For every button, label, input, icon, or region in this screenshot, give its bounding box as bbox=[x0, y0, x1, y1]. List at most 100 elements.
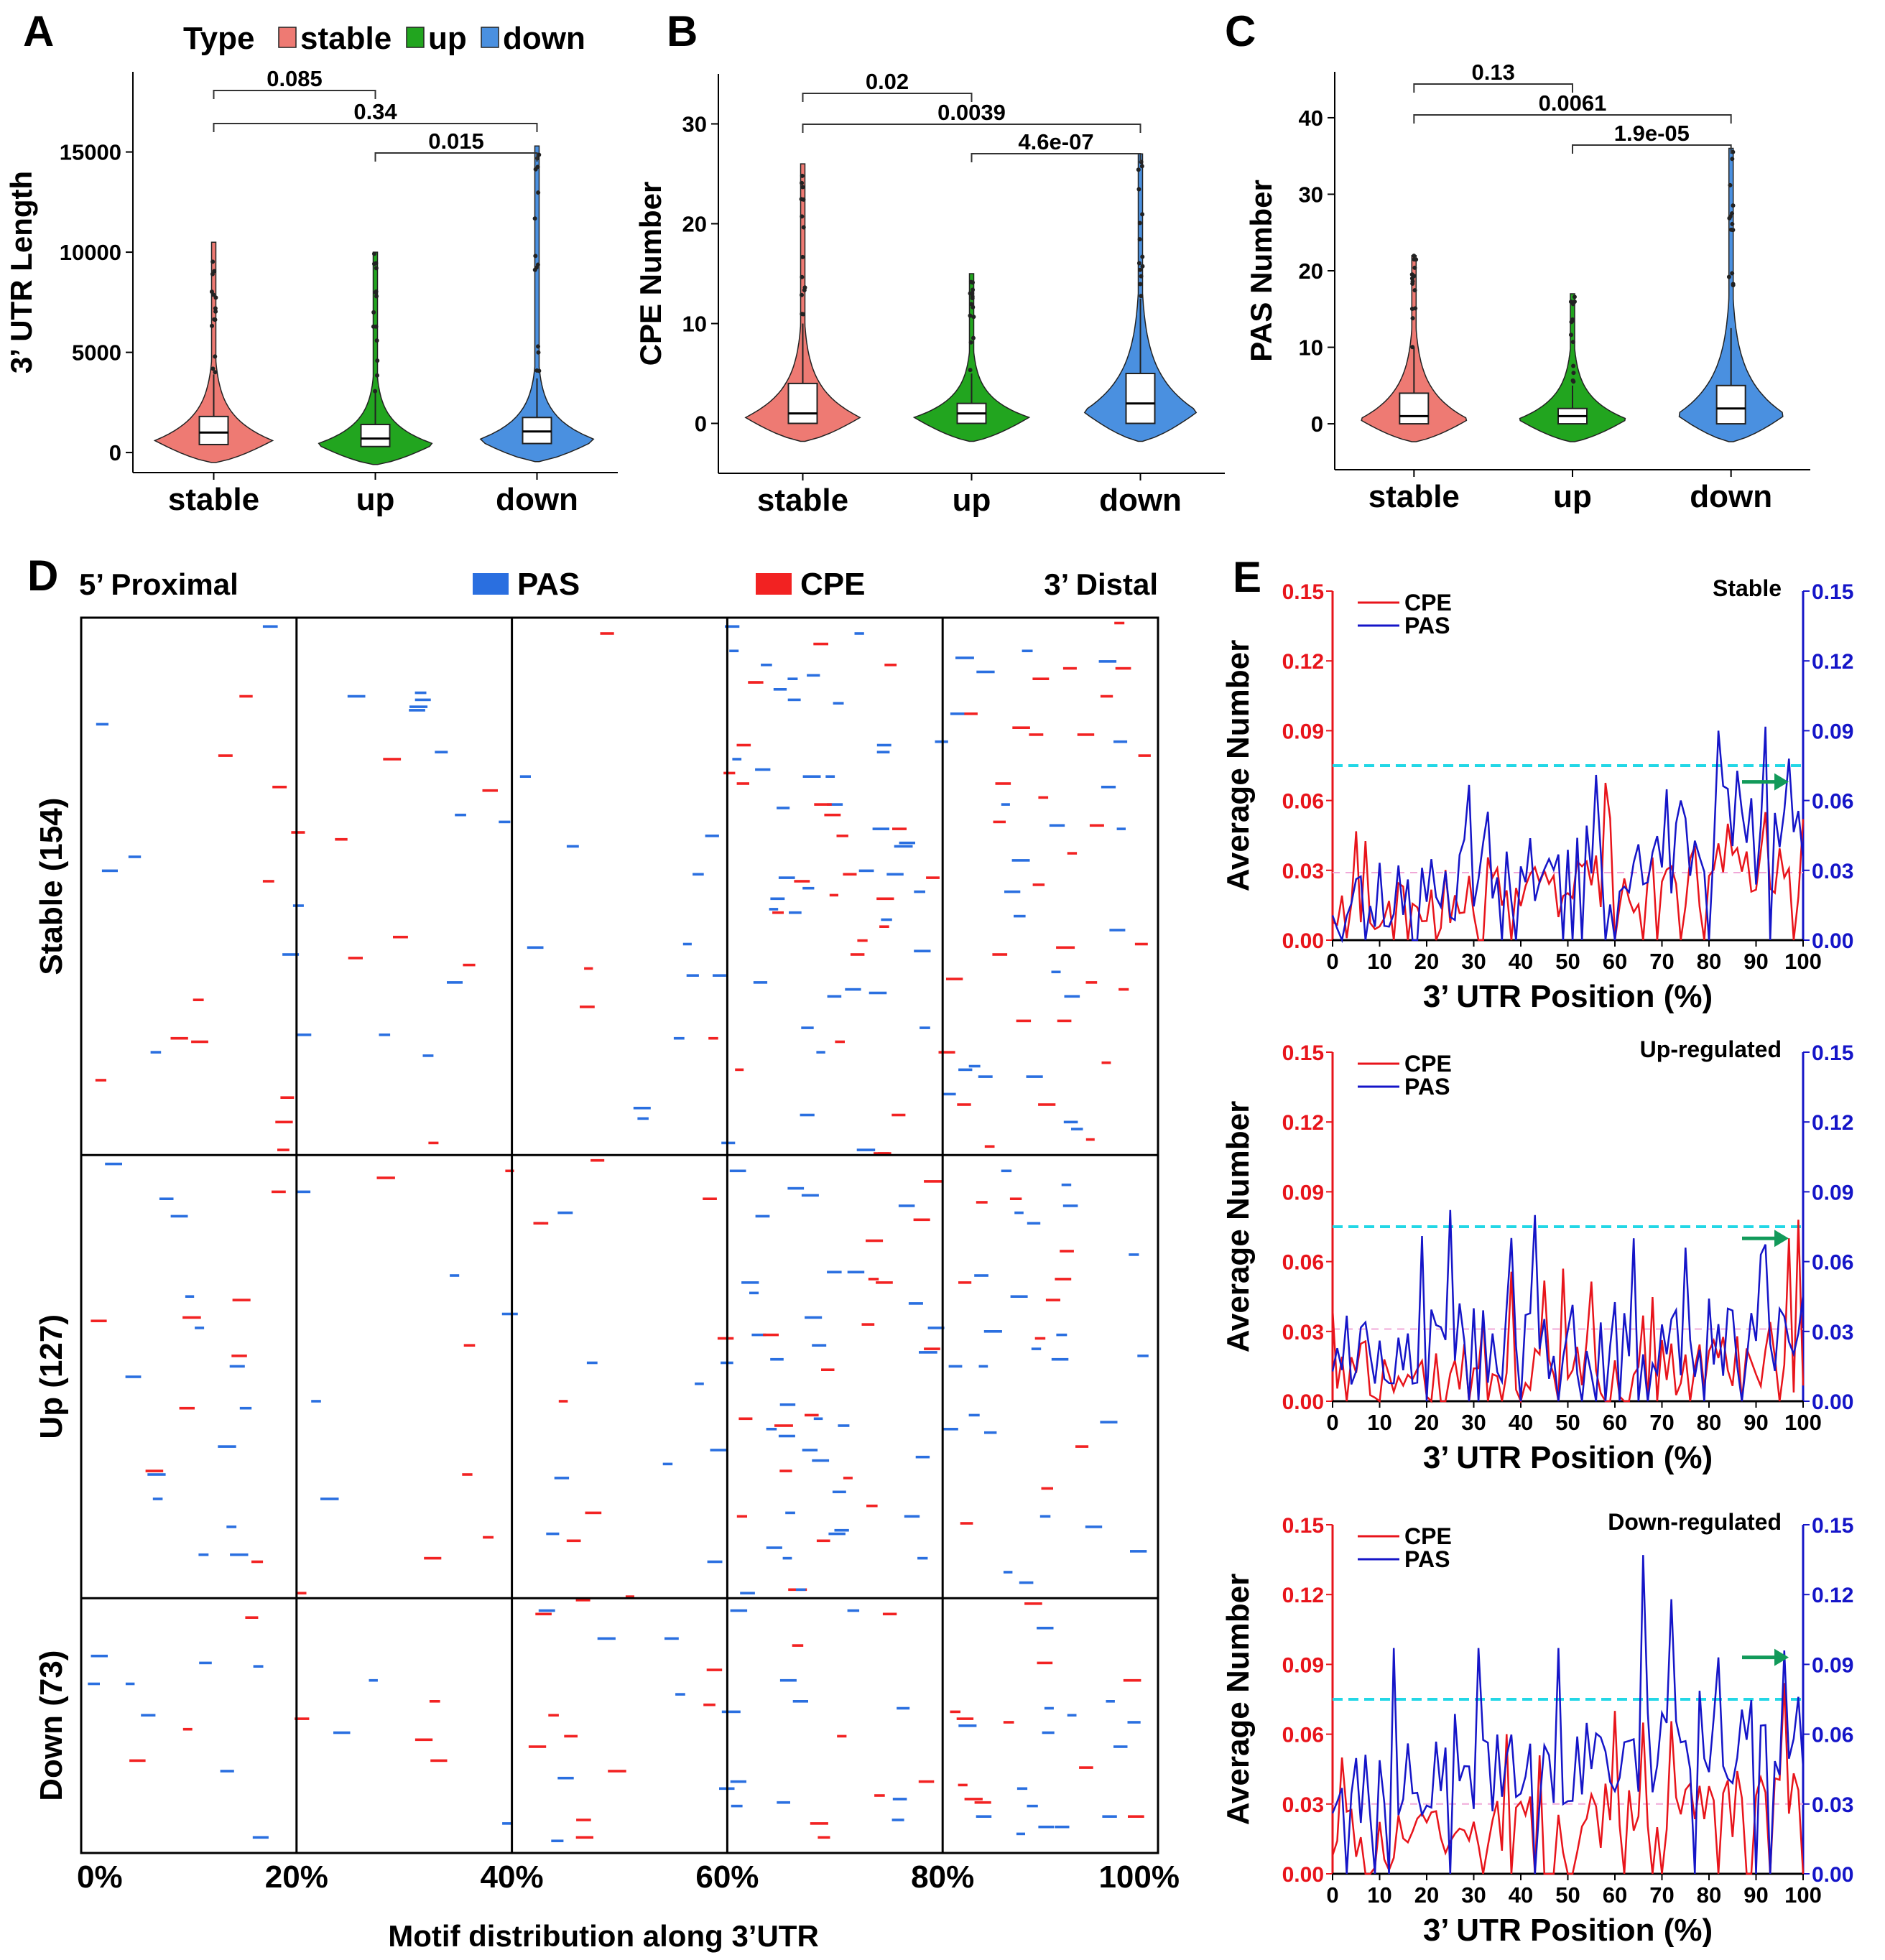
cpe-motif-mark bbox=[533, 1222, 549, 1225]
x-tick-label: 30 bbox=[1461, 949, 1486, 974]
pas-motif-mark bbox=[633, 1107, 651, 1110]
outlier-point bbox=[1138, 267, 1143, 272]
x-axis-label: 3’ UTR Position (%) bbox=[1423, 1913, 1713, 1948]
pas-motif-mark bbox=[1056, 1333, 1067, 1337]
pas-motif-mark bbox=[958, 1068, 973, 1072]
outlier-point bbox=[374, 294, 379, 299]
outlier-point bbox=[1137, 237, 1142, 242]
y-axis-label: Average Number bbox=[1221, 1574, 1256, 1826]
pas-motif-mark bbox=[1026, 1075, 1043, 1078]
x-axis-label: 3’ UTR Position (%) bbox=[1423, 1440, 1713, 1475]
x-tick-label-up: up bbox=[1553, 479, 1592, 514]
pas-motif-mark bbox=[675, 1693, 685, 1696]
outlier-point bbox=[537, 152, 542, 157]
legend-title: Type bbox=[183, 21, 254, 56]
pas-motif-mark bbox=[1109, 929, 1126, 932]
cpe-motif-mark bbox=[625, 1595, 634, 1598]
panel-letter-d: D bbox=[27, 552, 58, 600]
pas-motif-mark bbox=[1022, 649, 1033, 653]
pas-motif-mark bbox=[1106, 1700, 1115, 1703]
outlier-point bbox=[1730, 271, 1735, 276]
pas-motif-mark bbox=[1039, 1515, 1051, 1518]
group-label: Up (127) bbox=[34, 1314, 69, 1439]
pas-motif-mark bbox=[897, 1706, 910, 1710]
cpe-motif-mark bbox=[736, 743, 751, 747]
x-tick-label: 10 bbox=[1367, 1882, 1391, 1908]
outlier-point bbox=[375, 373, 380, 378]
pas-motif-mark bbox=[777, 807, 790, 809]
pas-motif-mark bbox=[1055, 1825, 1070, 1829]
cpe-motif-mark bbox=[1075, 1445, 1089, 1448]
pas-motif-mark bbox=[958, 1724, 977, 1727]
outlier-point bbox=[1730, 211, 1735, 216]
left-y-tick-label: 0.09 bbox=[1282, 720, 1324, 743]
cpe-motif-mark bbox=[564, 1734, 578, 1738]
outlier-point bbox=[800, 173, 805, 178]
pas-motif-mark bbox=[978, 1365, 988, 1368]
subplot-title: Up-regulated bbox=[1640, 1036, 1782, 1062]
pas-motif-mark bbox=[96, 723, 108, 726]
pas-motif-mark bbox=[1003, 1571, 1013, 1574]
pas-motif-mark bbox=[1011, 859, 1030, 862]
cpe-motif-mark bbox=[717, 1337, 734, 1340]
x-tick-label-stable: stable bbox=[168, 482, 259, 517]
outlier-point bbox=[970, 280, 975, 285]
legend-label-pas: PAS bbox=[1404, 1074, 1450, 1100]
pas-motif-mark bbox=[950, 712, 965, 715]
cpe-motif-mark bbox=[958, 1783, 968, 1787]
pas-motif-mark bbox=[777, 1801, 790, 1804]
cpe-motif-mark bbox=[335, 837, 348, 841]
cpe-motif-mark bbox=[857, 939, 868, 942]
cpe-motif-mark bbox=[882, 1612, 897, 1616]
pas-motif-mark bbox=[502, 1822, 512, 1825]
outlier-point bbox=[210, 323, 215, 328]
outlier-point bbox=[371, 310, 376, 315]
outlier-point bbox=[1409, 276, 1414, 281]
cpe-motif-mark bbox=[818, 1836, 830, 1839]
x-tick-label: 30 bbox=[1461, 1882, 1486, 1908]
cpe-motif-mark bbox=[1134, 942, 1148, 946]
cpe-motif-mark bbox=[837, 1734, 847, 1738]
pas-motif-mark bbox=[664, 1637, 679, 1640]
pas-motif-mark bbox=[637, 1117, 649, 1120]
pas-motif-mark bbox=[785, 1511, 795, 1515]
outlier-point bbox=[374, 338, 379, 343]
outlier-point bbox=[213, 370, 218, 375]
pas-motif-mark bbox=[872, 827, 889, 830]
pas-motif-mark bbox=[876, 751, 890, 753]
x-tick-label: 0 bbox=[1326, 949, 1338, 974]
cpe-motif-mark bbox=[868, 1278, 879, 1281]
outlier-point bbox=[1570, 340, 1575, 345]
x-tick-label-stable: stable bbox=[1368, 479, 1460, 514]
comparison-bracket bbox=[971, 153, 1141, 162]
outlier-point bbox=[970, 296, 975, 301]
pas-motif-mark bbox=[1042, 1731, 1055, 1734]
pas-motif-mark bbox=[1137, 1355, 1149, 1357]
comparison-bracket bbox=[1413, 83, 1573, 93]
outlier-point bbox=[1138, 282, 1143, 287]
line-subplot-down-regulated: 0.00 0.00 0.03 0.03 0.06 0.06 0.09 0.09 0.12 0.12… bbox=[1221, 1509, 1853, 1948]
left-y-tick-label: 0.00 bbox=[1282, 1390, 1324, 1414]
pas-motif-mark bbox=[170, 1214, 188, 1218]
x-tick-label-down: down bbox=[496, 482, 578, 517]
pas-motif-mark bbox=[1027, 1222, 1041, 1225]
pas-motif-mark bbox=[976, 1815, 992, 1818]
y-axis-label: Average Number bbox=[1221, 640, 1256, 892]
pas-motif-mark bbox=[904, 1515, 920, 1518]
pas-motif-mark bbox=[787, 1186, 805, 1190]
cpe-motif-mark bbox=[179, 1406, 195, 1410]
cpe-motif-mark bbox=[1100, 695, 1113, 698]
cpe-motif-mark bbox=[1037, 1661, 1053, 1665]
pas-motif-mark bbox=[935, 740, 948, 743]
violin-stable bbox=[153, 241, 274, 463]
pas-motif-mark bbox=[881, 918, 892, 921]
pas-motif-mark bbox=[731, 1804, 743, 1808]
pas-motif-mark bbox=[554, 1477, 570, 1480]
panel-b: B 0 10 20 30 CPE Number stable up down 0.02 0.0039… bbox=[634, 7, 1225, 518]
pas-motif-mark bbox=[740, 1592, 755, 1594]
cpe-motif-mark bbox=[924, 1180, 942, 1183]
cpe-motif-mark bbox=[1085, 981, 1098, 984]
pas-motif-mark bbox=[914, 949, 931, 952]
cpe-motif-mark bbox=[974, 1801, 991, 1804]
